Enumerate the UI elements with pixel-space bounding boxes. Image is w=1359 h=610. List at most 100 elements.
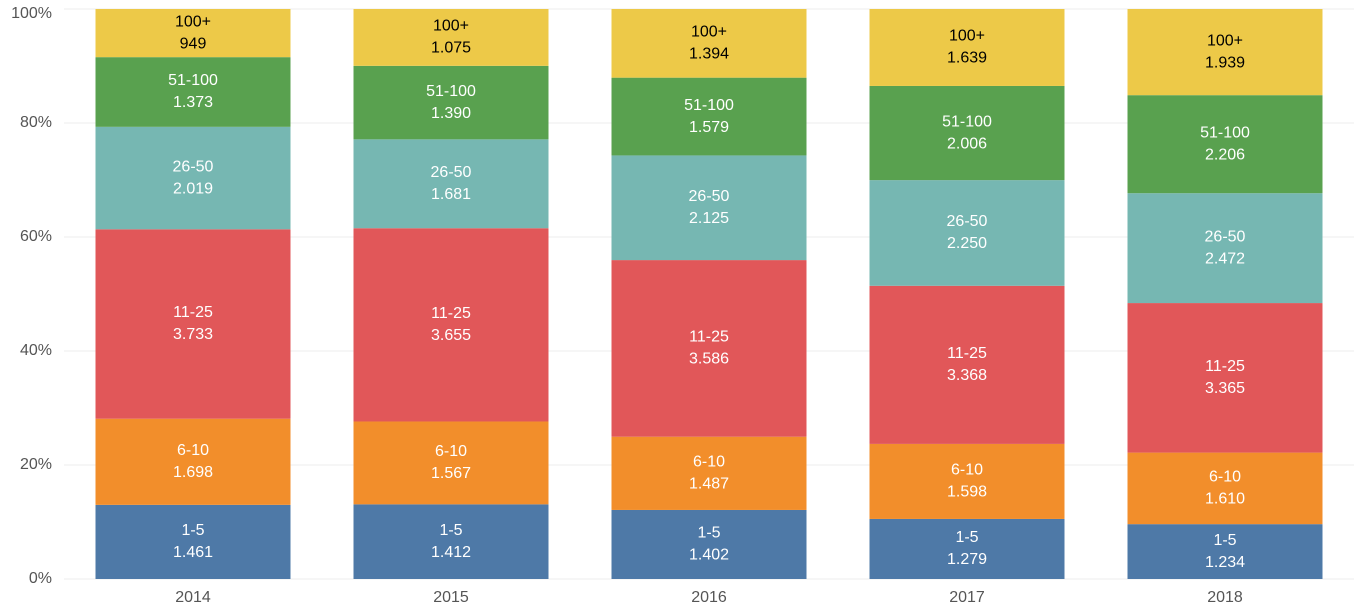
y-tick-label: 20% bbox=[20, 456, 52, 473]
segment-series-label: 6-10 bbox=[1209, 469, 1241, 486]
bar-segment bbox=[95, 126, 291, 230]
segment-series-label: 26-50 bbox=[1205, 228, 1246, 245]
segment-series-label: 100+ bbox=[1207, 32, 1243, 49]
bar-segment bbox=[611, 9, 807, 78]
segment-value-label: 1.234 bbox=[1205, 554, 1245, 571]
bar-segment bbox=[869, 9, 1065, 86]
bar-segment bbox=[869, 85, 1065, 181]
bar-segment bbox=[95, 504, 291, 579]
x-tick-label: 2014 bbox=[175, 589, 211, 606]
segment-series-label: 1-5 bbox=[439, 522, 462, 539]
segment-value-label: 3.655 bbox=[431, 327, 471, 344]
segment-value-label: 1.279 bbox=[947, 551, 987, 568]
bar-segment bbox=[95, 57, 291, 127]
bar-segment bbox=[353, 9, 549, 66]
segment-series-label: 1-5 bbox=[955, 529, 978, 546]
segment-value-label: 1.939 bbox=[1205, 54, 1245, 71]
bar-segment bbox=[353, 65, 549, 140]
bar-segment bbox=[611, 260, 807, 437]
segment-series-label: 11-25 bbox=[689, 329, 729, 346]
y-tick-label: 60% bbox=[20, 228, 52, 245]
segment-value-label: 1.390 bbox=[431, 105, 471, 122]
segment-value-label: 949 bbox=[180, 35, 207, 52]
bar-segment bbox=[1127, 95, 1323, 194]
bar-segment bbox=[869, 443, 1065, 519]
segment-series-label: 51-100 bbox=[426, 83, 476, 100]
bar-segment bbox=[353, 421, 549, 505]
segment-value-label: 1.487 bbox=[689, 476, 729, 493]
segment-value-label: 1.412 bbox=[431, 544, 471, 561]
segment-value-label: 2.472 bbox=[1205, 250, 1245, 267]
bar-segment bbox=[1127, 9, 1323, 96]
segment-series-label: 11-25 bbox=[947, 345, 987, 362]
segment-value-label: 1.394 bbox=[689, 46, 729, 63]
segment-series-label: 26-50 bbox=[173, 158, 214, 175]
bar-segment bbox=[611, 155, 807, 261]
segment-value-label: 1.681 bbox=[431, 186, 471, 203]
segment-value-label: 1.579 bbox=[689, 119, 729, 136]
segment-value-label: 1.639 bbox=[947, 50, 987, 67]
x-tick-label: 2015 bbox=[433, 589, 469, 606]
x-tick-label: 2017 bbox=[949, 589, 985, 606]
segment-value-label: 1.373 bbox=[173, 94, 213, 111]
bar-segment bbox=[353, 504, 549, 579]
segment-value-label: 1.567 bbox=[431, 465, 471, 482]
bar-segment bbox=[1127, 303, 1323, 453]
segment-value-label: 2.019 bbox=[173, 180, 213, 197]
x-tick-label: 2018 bbox=[1207, 589, 1243, 606]
segment-series-label: 11-25 bbox=[431, 305, 471, 322]
segment-series-label: 26-50 bbox=[689, 188, 730, 205]
segment-series-label: 11-25 bbox=[173, 304, 213, 321]
segment-series-label: 100+ bbox=[433, 18, 469, 35]
segment-series-label: 100+ bbox=[691, 24, 727, 41]
segment-value-label: 1.610 bbox=[1205, 491, 1245, 508]
segment-value-label: 1.402 bbox=[689, 547, 729, 564]
bar-segment bbox=[353, 139, 549, 229]
segment-series-label: 11-25 bbox=[1205, 358, 1245, 375]
segment-value-label: 2.206 bbox=[1205, 146, 1245, 163]
segment-series-label: 26-50 bbox=[947, 213, 988, 230]
segment-series-label: 51-100 bbox=[684, 97, 734, 114]
bar-segment bbox=[611, 509, 807, 579]
segment-series-label: 51-100 bbox=[942, 113, 992, 130]
segment-series-label: 6-10 bbox=[951, 462, 983, 479]
segment-value-label: 1.598 bbox=[947, 484, 987, 501]
bar-segment bbox=[1127, 452, 1323, 525]
segment-series-label: 1-5 bbox=[697, 525, 720, 542]
x-tick-label: 2016 bbox=[691, 589, 727, 606]
segment-series-label: 100+ bbox=[175, 13, 211, 30]
bar-segment bbox=[1127, 524, 1323, 579]
bar-segment bbox=[869, 180, 1065, 286]
segment-series-label: 100+ bbox=[949, 28, 985, 45]
segment-series-label: 6-10 bbox=[177, 442, 209, 459]
bar-segment bbox=[1127, 193, 1323, 304]
segment-value-label: 1.698 bbox=[173, 464, 213, 481]
y-tick-label: 0% bbox=[29, 570, 52, 587]
segment-series-label: 26-50 bbox=[431, 164, 472, 181]
segment-series-label: 51-100 bbox=[1200, 124, 1250, 141]
segment-value-label: 1.075 bbox=[431, 40, 471, 57]
segment-value-label: 3.368 bbox=[947, 367, 987, 384]
bar-segment bbox=[95, 418, 291, 505]
bar-segment bbox=[869, 285, 1065, 444]
segment-series-label: 6-10 bbox=[693, 454, 725, 471]
segment-series-label: 1-5 bbox=[181, 522, 204, 539]
segment-value-label: 2.006 bbox=[947, 135, 987, 152]
bar-segment bbox=[611, 436, 807, 510]
bar-segment bbox=[95, 9, 291, 58]
segment-value-label: 2.250 bbox=[947, 235, 987, 252]
y-tick-label: 80% bbox=[20, 114, 52, 131]
segment-series-label: 1-5 bbox=[1213, 532, 1236, 549]
bar-segment bbox=[95, 229, 291, 419]
segment-value-label: 3.365 bbox=[1205, 380, 1245, 397]
bar-segment bbox=[869, 518, 1065, 579]
y-tick-label: 100% bbox=[11, 5, 52, 22]
segment-value-label: 3.733 bbox=[173, 326, 213, 343]
segment-value-label: 2.125 bbox=[689, 210, 729, 227]
y-tick-label: 40% bbox=[20, 342, 52, 359]
segment-series-label: 51-100 bbox=[168, 72, 218, 89]
segment-value-label: 3.586 bbox=[689, 351, 729, 368]
bar-segment bbox=[611, 77, 807, 156]
